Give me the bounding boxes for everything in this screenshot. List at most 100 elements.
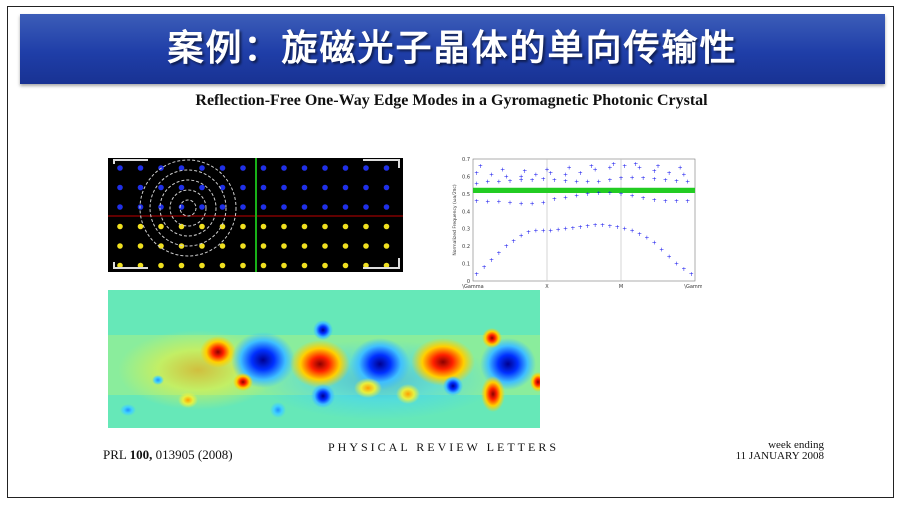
band-structure-plot: 0 0.1 0.2 0.3 0.4 0.5 0.6 0.7 \Gamma X M \Gamma Norm… — [452, 157, 706, 290]
band-point: + — [552, 177, 557, 184]
magnetic-rod — [322, 184, 328, 191]
band-point: + — [474, 198, 479, 205]
band-point: + — [507, 200, 512, 207]
band-point: + — [689, 271, 694, 278]
magnetic-rod — [322, 165, 328, 171]
magnetic-rod — [219, 184, 226, 191]
band-point: + — [607, 223, 612, 230]
band-point: + — [618, 191, 623, 198]
band-point: + — [533, 172, 538, 179]
band-point: + — [633, 161, 638, 168]
dielectric-rod — [383, 223, 390, 230]
band-point: + — [578, 224, 583, 231]
dielectric-rod — [240, 243, 246, 249]
dielectric-rod — [260, 223, 267, 230]
issue-date: week ending 11 JANUARY 2008 — [700, 440, 824, 462]
band-point: + — [485, 199, 490, 206]
magnetic-rod — [199, 165, 205, 171]
dielectric-rod — [137, 243, 144, 249]
band-point: + — [667, 170, 672, 177]
band-point: + — [574, 193, 579, 200]
band-point: + — [500, 166, 505, 173]
paper-title: Reflection-Free One-Way Edge Modes in a … — [195, 92, 708, 109]
band-point: + — [630, 193, 635, 200]
journal-prefix: PRL — [103, 447, 130, 462]
magnetic-rod — [158, 204, 164, 210]
magnetic-rod — [281, 204, 287, 210]
band-point: + — [489, 257, 494, 264]
dielectric-rod — [342, 223, 349, 230]
band-point: + — [641, 195, 646, 202]
magnetic-rod — [342, 184, 349, 191]
band-point: + — [674, 261, 679, 268]
dielectric-rod — [363, 223, 369, 230]
dielectric-rod — [178, 262, 185, 269]
y-tick-label: 0.2 — [462, 244, 470, 250]
band-point: + — [615, 224, 620, 231]
magnetic-rod — [137, 184, 144, 191]
journal-name: PHYSICAL REVIEW LETTERS — [328, 440, 559, 454]
spiral-wave — [139, 159, 237, 257]
x-tick-label: \Gamma — [684, 284, 702, 290]
date-text: 11 JANUARY 2008 — [735, 450, 824, 462]
dielectric-rod — [281, 243, 287, 249]
dielectric-rod — [383, 262, 390, 269]
band-point: + — [585, 191, 590, 198]
band-point: + — [526, 229, 531, 236]
band-point: + — [611, 161, 616, 168]
band-point: + — [519, 177, 524, 184]
band-point: + — [630, 227, 635, 234]
dielectric-rod — [199, 223, 205, 230]
magnetic-rod — [219, 165, 226, 171]
dielectric-rod — [322, 223, 328, 230]
magnetic-rod — [240, 204, 246, 210]
magnetic-rod — [199, 204, 205, 210]
band-point: + — [685, 179, 690, 186]
band-point: + — [618, 175, 623, 182]
magnetic-rod — [363, 165, 369, 171]
band-point: + — [644, 234, 649, 241]
dielectric-rod — [301, 262, 308, 269]
band-point: + — [574, 179, 579, 186]
band-point: + — [489, 172, 494, 179]
band-point: + — [678, 165, 683, 172]
dielectric-rod — [158, 243, 164, 249]
band-point: + — [570, 225, 575, 232]
dielectric-rod — [178, 223, 185, 230]
band-point: + — [482, 264, 487, 271]
band-point: + — [522, 168, 527, 175]
band-point: + — [674, 178, 679, 185]
volume: 100, — [129, 447, 153, 462]
magnetic-rod — [301, 184, 308, 191]
dielectric-rod — [240, 262, 246, 269]
dielectric-rod — [301, 243, 308, 249]
dielectric-rod — [219, 262, 226, 269]
band-point: + — [596, 179, 601, 186]
band-point: + — [585, 179, 590, 186]
band-point: + — [637, 231, 642, 238]
band-point: + — [541, 176, 546, 183]
x-tick-label: M — [619, 284, 623, 290]
dielectric-rod — [383, 243, 390, 249]
band-point: + — [548, 227, 553, 234]
dielectric-rod — [363, 262, 369, 269]
band-point: + — [607, 177, 612, 184]
y-tick-label: 0.7 — [462, 157, 470, 163]
photonic-crystal-image — [108, 158, 403, 272]
band-point: + — [607, 165, 612, 172]
band-point: + — [496, 250, 501, 257]
band-point: + — [622, 226, 627, 233]
dielectric-rod — [158, 262, 164, 269]
dielectric-rod — [219, 243, 226, 249]
dielectric-rod — [322, 243, 328, 249]
magnetic-rod — [342, 204, 349, 210]
paper-footer: PRL 100, 013905 (2008) PHYSICAL REVIEW L… — [0, 440, 903, 465]
band-point: + — [681, 172, 686, 179]
band-point: + — [544, 166, 549, 173]
dielectric-rod — [117, 223, 123, 230]
dielectric-rod — [322, 262, 328, 269]
band-point: + — [652, 176, 657, 183]
band-point: + — [530, 200, 535, 207]
magnetic-rod — [342, 165, 349, 171]
dielectric-rod — [240, 223, 246, 230]
